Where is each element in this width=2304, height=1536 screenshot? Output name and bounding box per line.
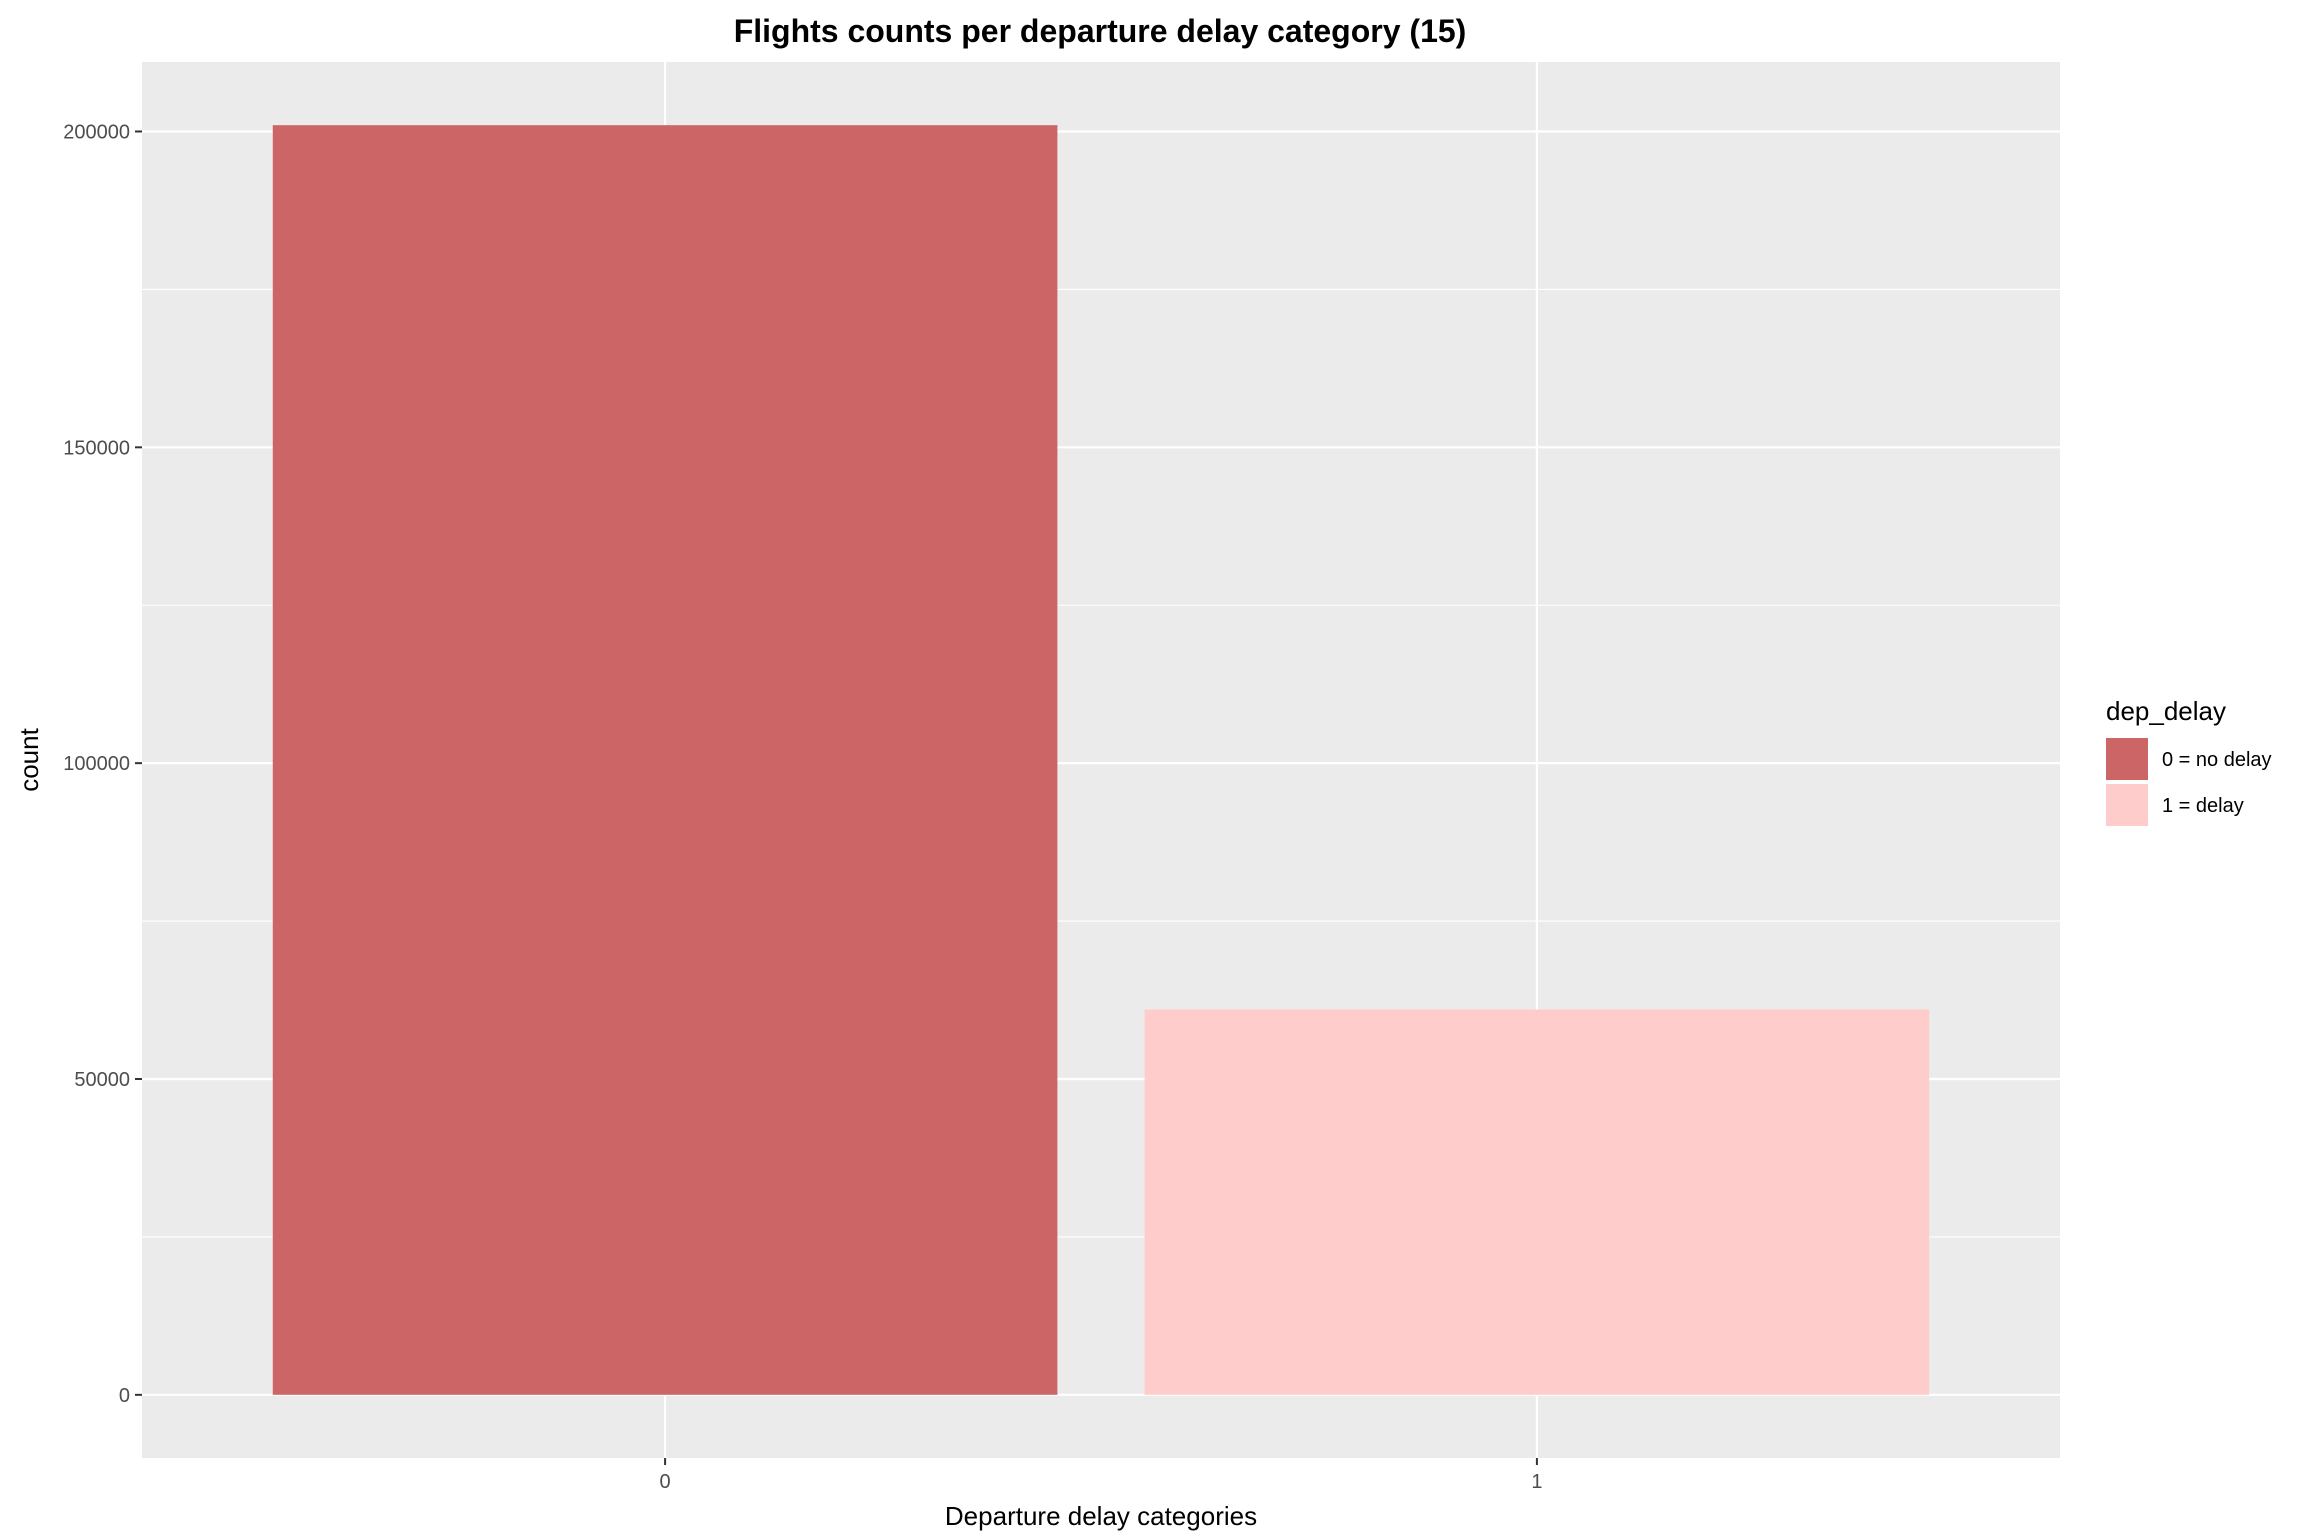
legend-title: dep_delay [2106, 696, 2226, 726]
x-tick-label: 0 [660, 1471, 671, 1493]
y-axis-title: count [14, 727, 44, 791]
bars [272, 125, 1930, 1395]
legend-label: 0 = no delay [2162, 749, 2272, 771]
y-tick-label: 50000 [74, 1069, 130, 1091]
y-tick-label: 150000 [63, 437, 130, 459]
legend-label: 1 = delay [2162, 795, 2244, 817]
x-tick-label: 1 [1531, 1471, 1542, 1493]
y-tick-label: 100000 [63, 753, 130, 775]
x-axis-title: Departure delay categories [945, 1501, 1257, 1531]
y-tick-label: 0 [119, 1385, 130, 1407]
legend: dep_delay 0 = no delay 1 = delay [2106, 696, 2272, 826]
bar-0 [272, 125, 1058, 1395]
y-axis: 0 50000 100000 150000 200000 [63, 121, 142, 1407]
legend-key [2106, 738, 2148, 780]
y-tick-label: 200000 [63, 121, 130, 143]
legend-items: 0 = no delay 1 = delay [2106, 738, 2272, 826]
bar-1 [1144, 1009, 1930, 1395]
legend-key [2106, 784, 2148, 826]
chart-title: Flights counts per departure delay categ… [734, 13, 1467, 49]
